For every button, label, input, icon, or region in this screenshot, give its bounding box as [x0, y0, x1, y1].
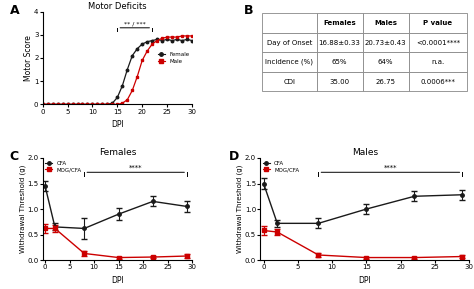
Text: D: D [229, 150, 239, 163]
Female [90, 103, 95, 106]
Female [174, 38, 180, 41]
Male [60, 103, 65, 106]
Female [55, 103, 61, 106]
Female [189, 39, 195, 42]
Title: Males: Males [352, 148, 378, 157]
Female [149, 39, 155, 42]
Text: ****: **** [383, 165, 397, 171]
Female [139, 42, 145, 46]
Y-axis label: Withdrawal Threshold (g): Withdrawal Threshold (g) [19, 165, 26, 253]
Text: ** / ***: ** / *** [124, 22, 146, 27]
Female [164, 38, 170, 41]
Male [189, 34, 195, 38]
Female [65, 103, 71, 106]
Y-axis label: Withdrawal Threshold (g): Withdrawal Threshold (g) [237, 165, 243, 253]
Female [129, 54, 135, 58]
Female [184, 38, 190, 41]
Male [169, 35, 175, 39]
Female [40, 103, 46, 106]
Female [50, 103, 55, 106]
X-axis label: DPI: DPI [111, 276, 124, 285]
Male [40, 103, 46, 106]
Female [119, 84, 125, 88]
Legend: CFA, MOG/CFA: CFA, MOG/CFA [46, 161, 82, 173]
Title: Motor Deficits: Motor Deficits [88, 2, 146, 11]
Male [109, 103, 115, 106]
Legend: Female, Male: Female, Male [158, 52, 189, 64]
Female [105, 103, 110, 106]
Male [105, 103, 110, 106]
Text: ****: **** [129, 165, 143, 171]
Male [145, 49, 150, 53]
Female [75, 103, 81, 106]
Male [45, 103, 51, 106]
Line: Male: Male [41, 35, 193, 106]
Male [80, 103, 85, 106]
Male [65, 103, 71, 106]
Female [70, 103, 75, 106]
Female [80, 103, 85, 106]
Male [119, 101, 125, 105]
Female [95, 103, 100, 106]
Title: Females: Females [99, 148, 136, 157]
Male [85, 103, 91, 106]
Text: C: C [10, 150, 19, 163]
Male [50, 103, 55, 106]
Female [45, 103, 51, 106]
Legend: CFA, MOG/CFA: CFA, MOG/CFA [263, 161, 299, 173]
Female [155, 38, 160, 41]
Male [135, 75, 140, 78]
Female [85, 103, 91, 106]
Male [90, 103, 95, 106]
Male [125, 98, 130, 101]
Male [139, 59, 145, 62]
Female [145, 40, 150, 43]
Female [159, 39, 165, 42]
Male [174, 35, 180, 39]
Male [155, 39, 160, 42]
Female [125, 68, 130, 71]
Male [55, 103, 61, 106]
Male [129, 89, 135, 92]
Female [109, 101, 115, 105]
Text: A: A [10, 4, 19, 17]
X-axis label: DPI: DPI [111, 120, 124, 129]
X-axis label: DPI: DPI [358, 276, 371, 285]
Male [184, 34, 190, 38]
Male [159, 36, 165, 40]
Female [115, 96, 120, 99]
Male [179, 34, 185, 38]
Male [115, 103, 120, 106]
Y-axis label: Motor Score: Motor Score [24, 35, 33, 81]
Text: B: B [244, 4, 253, 17]
Female [179, 39, 185, 42]
Male [75, 103, 81, 106]
Female [135, 47, 140, 50]
Line: Female: Female [41, 38, 193, 106]
Male [70, 103, 75, 106]
Male [95, 103, 100, 106]
Female [169, 39, 175, 42]
Male [100, 103, 105, 106]
Female [60, 103, 65, 106]
Male [164, 35, 170, 39]
Male [149, 42, 155, 46]
Female [100, 103, 105, 106]
